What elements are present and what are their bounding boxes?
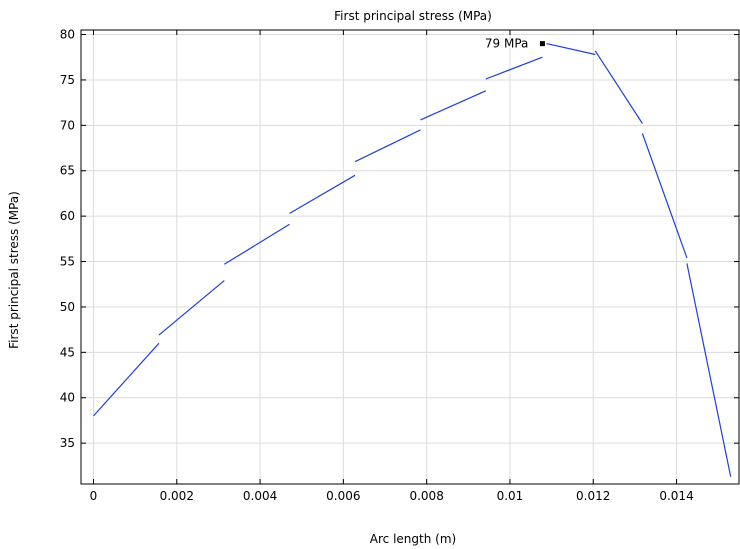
y-tick-label: 70 [60,118,75,132]
y-tick-label: 65 [60,164,75,178]
y-tick-label: 45 [60,345,75,359]
series-segment [93,342,160,417]
y-tick-label: 35 [60,436,75,450]
grid-lines [81,30,739,484]
x-tick-label: 0 [90,489,98,503]
max-point-label: 79 MPa [485,37,529,51]
axis-ticks: 0 0.002 0.004 0.006 0.008 0.01 0.012 0.014 35 40 4… [60,28,739,503]
y-tick-label: 55 [60,255,75,269]
x-tick-label: 0.014 [659,489,693,503]
x-tick-label: 0.008 [409,489,443,503]
series-segment [686,263,732,477]
series-segment [158,280,225,336]
y-tick-label: 50 [60,300,75,314]
x-tick-label: 0.002 [160,489,194,503]
stress-series [93,43,732,477]
x-tick-label: 0.012 [576,489,610,503]
series-segment [289,174,356,214]
y-tick-label: 80 [60,28,75,42]
y-axis-label: First principal stress (MPa) [7,191,21,349]
y-tick-label: 40 [60,391,75,405]
max-point-marker [539,41,545,47]
x-axis-label: Arc length (m) [370,532,456,546]
chart-title: First principal stress (MPa) [334,9,492,23]
series-segment [546,43,596,56]
x-tick-label: 0.01 [497,489,524,503]
x-tick-label: 0.004 [243,489,277,503]
x-tick-label: 0.006 [326,489,360,503]
max-annotation: 79 MPa [485,37,545,51]
series-segment [223,223,290,265]
y-tick-label: 60 [60,209,75,223]
plot-frame [80,29,740,485]
y-tick-label: 75 [60,73,75,87]
series-segment [354,129,421,163]
series-segment [641,133,688,259]
series-segment [485,56,543,80]
series-segment [420,90,487,121]
series-segment [594,50,643,124]
